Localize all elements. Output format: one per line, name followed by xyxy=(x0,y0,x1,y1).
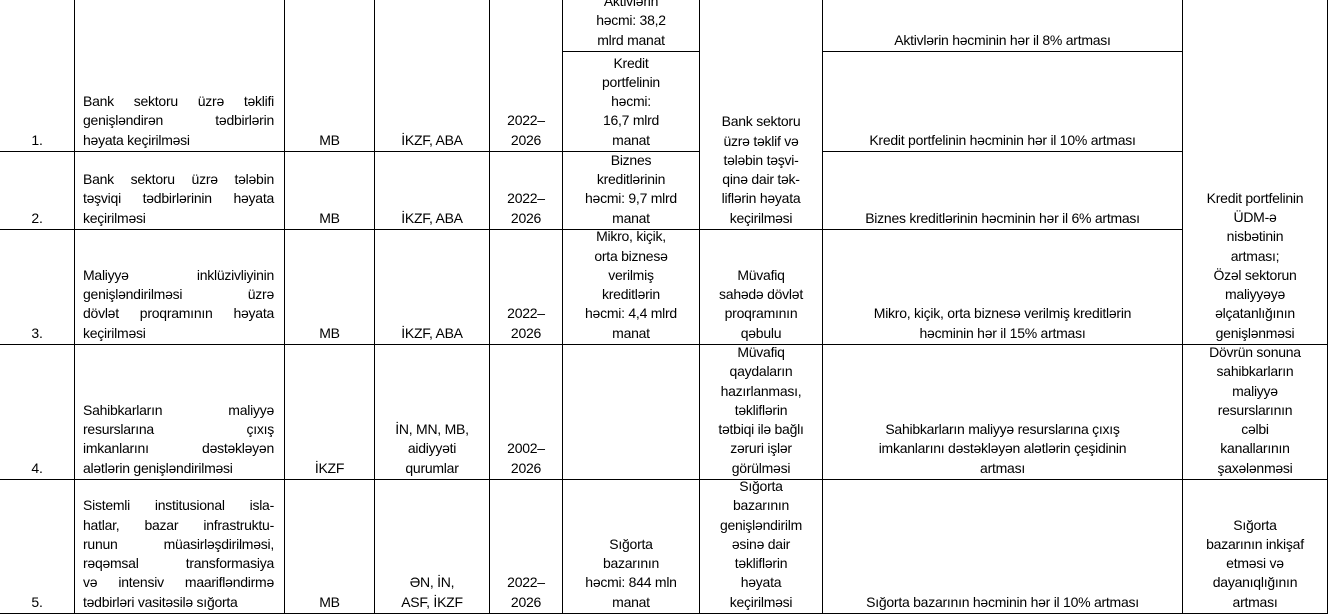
activity-line: Sahibkarların maliyyə xyxy=(83,401,274,418)
target-cell: Aktivlərin həcminin hər il 8% artması xyxy=(823,0,1183,52)
period-cell: 2022– 2026 xyxy=(490,480,563,614)
activity-line: alətlərin genişləndirilməsi xyxy=(83,459,233,476)
period-cell: 2022– 2026 xyxy=(490,0,563,152)
row-number: 3. xyxy=(0,230,75,345)
activity-line: həyata keçirilməsi xyxy=(83,131,190,148)
row-number: 1. xyxy=(0,0,75,152)
target-cell: Sahibkarların maliyyə resurslarına çıxış… xyxy=(823,345,1183,480)
activity-cell: Bank sektoru üzrə təklifi genişləndirən t… xyxy=(75,0,285,152)
executor-cell: MB xyxy=(285,480,375,614)
indicator-cell: Kredit portfelinin həcmi: 16,7 mlrd mana… xyxy=(563,52,700,152)
period-cell: 2022– 2026 xyxy=(490,152,563,230)
executor-cell: MB xyxy=(285,230,375,345)
executor-cell: İKZF xyxy=(285,345,375,480)
activity-line: hatlar, bazar infrastruktu- xyxy=(83,516,274,533)
outcome-cell: Bank sektoru üzrə təklif və tələbin təşv… xyxy=(700,0,823,230)
target-cell: Kredit portfelinin həcminin hər il 10% a… xyxy=(823,52,1183,152)
executor-cell: MB xyxy=(285,152,375,230)
period-cell: 2002– 2026 xyxy=(490,345,563,480)
outcome-cell: Sığorta bazarının genişləndirilm əsinə d… xyxy=(700,480,823,614)
partners-cell: İKZF, ABA xyxy=(375,0,490,152)
partners-cell: İN, MN, MB, aidiyyəti qurumlar xyxy=(375,345,490,480)
period-cell: 2022– 2026 xyxy=(490,230,563,345)
indicator-cell: Mikro, kiçik, orta biznesə verilmiş kred… xyxy=(563,230,700,345)
row-number: 5. xyxy=(0,480,75,614)
target-cell: Mikro, kiçik, orta biznesə verilmiş kred… xyxy=(823,230,1183,345)
indicator-cell: Biznes kreditlərinin həcmi: 9,7 mlrd man… xyxy=(563,152,700,230)
row-number: 2. xyxy=(0,152,75,230)
activity-cell: Sistemli institusional isla-hatlar, baza… xyxy=(75,480,285,614)
activity-line: Maliyyə inklüzivliyinin xyxy=(83,266,274,283)
activity-line: və intensiv maarifləndirmə xyxy=(83,574,274,591)
activity-line: dövlət proqramının həyata xyxy=(83,305,274,322)
activity-line: tədbirləri vasitəsilə sığorta xyxy=(83,593,238,610)
partners-cell: İKZF, ABA xyxy=(375,230,490,345)
activity-line: keçirilməsi xyxy=(83,324,146,341)
activity-line: resurslarına çıxış xyxy=(83,421,274,438)
partners-cell: İKZF, ABA xyxy=(375,152,490,230)
indicator-cell xyxy=(563,345,700,480)
target-cell: Biznes kreditlərinin həcminin hər il 6% … xyxy=(823,152,1183,230)
activity-line: runun müasirləşdirilməsi, xyxy=(83,535,274,552)
activity-cell: Maliyyə inklüzivliyinin genişləndirilməsi… xyxy=(75,230,285,345)
activity-line: keçirilməsi xyxy=(83,209,146,226)
partners-cell: ƏN, İN, ASF, İKZF xyxy=(375,480,490,614)
activity-line: Sistemli institusional isla- xyxy=(83,497,274,514)
outcome-cell: Müvafiq sahədə dövlət proqramının qəbulu xyxy=(700,230,823,345)
target-cell: Sığorta bazarının həcminin hər il 10% ar… xyxy=(823,480,1183,614)
indicator-cell: Sığorta bazarının həcmi: 844 mln manat xyxy=(563,480,700,614)
activity-line: Bank sektoru üzrə tələbin xyxy=(83,171,274,188)
outcome-cell: Müvafiq qaydaların hazırlanması, təklifl… xyxy=(700,345,823,480)
goal-cell: Dövrün sonuna sahibkarların maliyyə resu… xyxy=(1183,345,1328,480)
row-number: 4. xyxy=(0,345,75,480)
activity-cell: Sahibkarların maliyyə resurslarına çıxış i… xyxy=(75,345,285,480)
goal-cell: Sığorta bazarının inkişaf etməsi və daya… xyxy=(1183,480,1328,614)
indicator-cell: Aktivlərin həcmi: 38,2 mlrd manat xyxy=(563,0,700,52)
activity-line: imkanlarını dəstəkləyən xyxy=(83,440,274,457)
activity-cell: Bank sektoru üzrə tələbin təşviqi tədbirl… xyxy=(75,152,285,230)
activity-line: rəqəmsal transformasiya xyxy=(83,555,274,572)
activity-line: genişləndirən tədbirlərin xyxy=(83,112,274,129)
activity-line: təşviqi tədbirlərinin həyata xyxy=(83,190,274,207)
goal-cell: Kredit portfelinin ÜDM-ə nisbətinin artm… xyxy=(1183,0,1328,345)
activity-line: genişləndirilməsi üzrə xyxy=(83,286,274,303)
executor-cell: MB xyxy=(285,0,375,152)
activity-line: Bank sektoru üzrə təklifi xyxy=(83,93,274,110)
